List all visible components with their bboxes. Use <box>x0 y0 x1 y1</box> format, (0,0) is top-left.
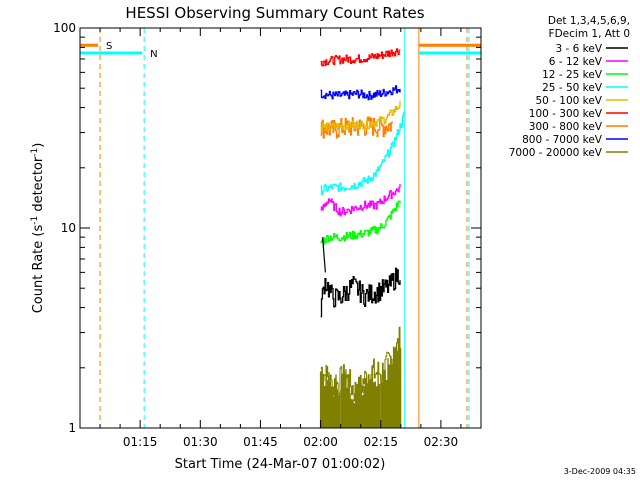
legend-label: 6 - 12 keV <box>549 56 603 68</box>
series-line-7 <box>320 85 401 101</box>
series-line-2 <box>320 200 401 245</box>
x-tick-label: 01:45 <box>243 435 278 449</box>
axis-labels: Start Time (24-Mar-07 01:00:02) Count Ra… <box>30 143 385 472</box>
legend-label: 300 - 800 keV <box>529 121 603 133</box>
saa-marker-label-s: S <box>106 41 112 52</box>
chart-title: HESSI Observing Summary Count Rates <box>125 4 424 22</box>
series-spike-0 <box>322 237 326 273</box>
series-line-1 <box>320 184 401 217</box>
legend-label: 25 - 50 keV <box>542 82 603 94</box>
x-tick-label: 02:30 <box>424 435 459 449</box>
series-fill-8 <box>319 344 402 428</box>
x-tick-label: 01:15 <box>123 435 158 449</box>
x-tick-label: 01:30 <box>183 435 218 449</box>
legend-label: 7000 - 20000 keV <box>509 147 603 159</box>
legend-label: 100 - 300 keV <box>529 108 603 120</box>
legend-header: Det 1,3,4,5,6,9, <box>548 15 630 27</box>
series-line-5 <box>320 48 401 67</box>
plot-area: SN <box>80 28 481 428</box>
legend: Det 1,3,4,5,6,9,FDecim 1, Att 0 3 - 6 keV… <box>509 15 630 159</box>
legend-label: 12 - 25 keV <box>542 69 603 81</box>
y-tick-label: 100 <box>53 21 76 35</box>
plot-frame <box>79 27 482 429</box>
legend-label: 50 - 100 keV <box>535 95 602 107</box>
series-line-8 <box>320 326 401 406</box>
x-axis-label: Start Time (24-Mar-07 01:00:02) <box>175 457 386 472</box>
series-line-0 <box>320 267 401 318</box>
series-line-4 <box>320 100 401 132</box>
y-tick-label: 1 <box>68 421 76 435</box>
series-line-3 <box>320 110 406 195</box>
axes: 01:15 01:30 01:45 02:00 02:15 02:30 1 10 100 <box>53 21 482 449</box>
footer-date: 3-Dec-2009 04:35 <box>564 467 636 476</box>
legend-header: FDecim 1, Att 0 <box>549 28 630 40</box>
x-tick-label: 02:15 <box>363 435 398 449</box>
saa-marker-label-n: N <box>150 49 157 60</box>
legend-label: 800 - 7000 keV <box>522 134 603 146</box>
y-axis-label: Count Rate (s-1 detector-1) <box>30 143 46 314</box>
legend-label: 3 - 6 keV <box>555 43 602 55</box>
x-tick-label: 02:00 <box>303 435 338 449</box>
y-tick-label: 10 <box>61 221 76 235</box>
